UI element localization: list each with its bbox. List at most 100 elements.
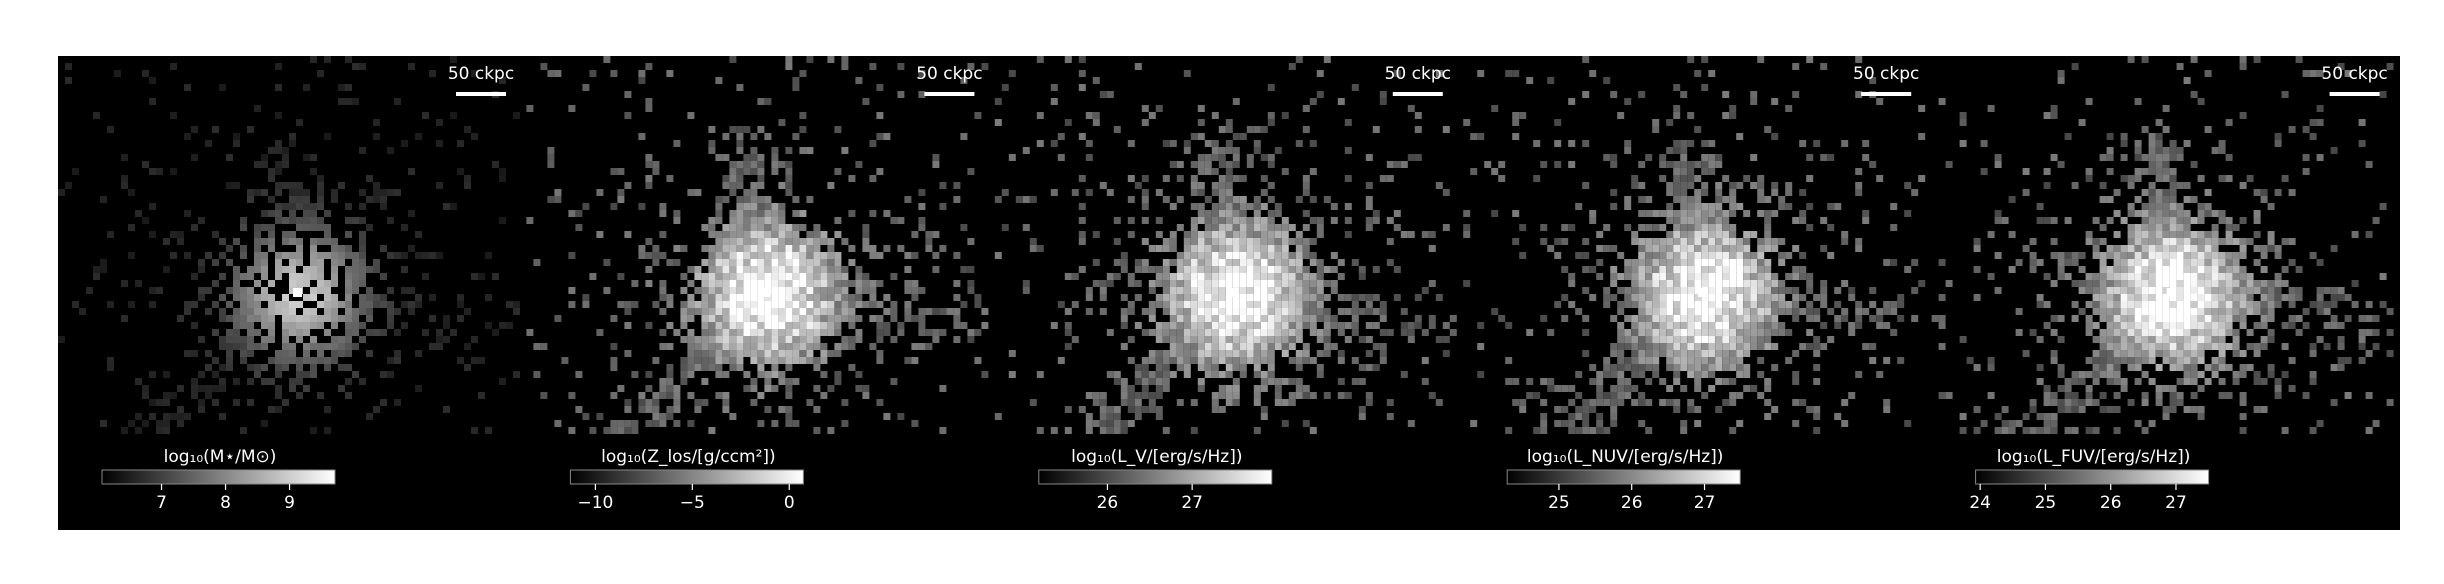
pixel [212,301,219,308]
pixel [834,259,842,266]
pixel [736,294,744,301]
pixel [2050,252,2058,259]
pixel [275,252,282,259]
pixel [715,273,723,280]
pixel [1141,105,1149,112]
pixel [1218,301,1226,308]
pixel [184,301,191,308]
pixel [2141,56,2149,63]
pixel [1694,231,1702,238]
pixel [2127,56,2135,63]
pixel [1127,301,1135,308]
pixel [2211,336,2219,343]
pixel [1288,224,1296,231]
pixel [1092,399,1100,406]
pixel [2211,287,2219,294]
pixel [1085,189,1093,196]
pixel [722,371,730,378]
pixel [757,287,765,294]
pixel [1596,231,1604,238]
pixel [1225,315,1233,322]
pixel [331,259,338,266]
pixel [1211,329,1219,336]
pixel [1309,252,1317,259]
pixel [1239,343,1247,350]
pixel [1687,266,1695,273]
pixel [1197,245,1205,252]
pixel [2232,224,2240,231]
pixel [1127,357,1135,364]
pixel [1631,385,1639,392]
pixel [2099,343,2107,350]
pixel [1750,252,1758,259]
pixel [1148,378,1156,385]
pixel [1302,182,1310,189]
pixel [673,392,681,399]
pixel [701,294,709,301]
pixel [1869,301,1877,308]
pixel [729,364,737,371]
pixel [275,364,282,371]
colorbar [1506,469,1741,485]
pixel [289,140,296,147]
pixel [540,63,548,70]
pixel [2176,147,2184,154]
pixel [1959,119,1967,126]
pixel [680,308,688,315]
pixel [1980,168,1988,175]
pixel [282,217,289,224]
pixel [1218,231,1226,238]
pixel [275,203,282,210]
pixel [1743,343,1751,350]
pixel [680,357,688,364]
pixel [2099,308,2107,315]
pixel [359,273,366,280]
pixel [2134,420,2142,427]
pixel [1750,287,1758,294]
pixel [345,266,352,273]
pixel [1218,392,1226,399]
pixel [422,252,429,259]
pixel [1225,392,1233,399]
pixel [771,364,779,371]
pixel [387,371,394,378]
pixel [2197,301,2205,308]
pixel [387,252,394,259]
pixel [1029,196,1037,203]
pixel [1687,294,1695,301]
pixel [289,308,296,315]
pixel [1596,259,1604,266]
pixel [2113,371,2121,378]
pixel [1190,238,1198,245]
pixel [918,217,926,224]
pixel [785,266,793,273]
pixel [2190,364,2198,371]
pixel [1246,301,1254,308]
pixel [1638,315,1646,322]
pixel [743,336,751,343]
pixel [415,252,422,259]
pixel [1701,266,1709,273]
pixel [1428,245,1436,252]
pixel [198,294,205,301]
pixel [1099,280,1107,287]
pixel [1701,294,1709,301]
pixel [701,259,709,266]
pixel [1281,168,1289,175]
pixel [1225,371,1233,378]
pixel [254,294,261,301]
pixel [1673,364,1681,371]
pixel [1351,378,1359,385]
pixel [2085,392,2093,399]
pixel [722,315,730,322]
pixel [883,133,891,140]
pixel [1743,259,1751,266]
pixel [1701,308,1709,315]
pixel [2225,231,2233,238]
pixel [1190,273,1198,280]
pixel [1218,126,1226,133]
pixel [2176,399,2184,406]
pixel [953,308,961,315]
pixel [1463,119,1471,126]
pixel [282,147,289,154]
